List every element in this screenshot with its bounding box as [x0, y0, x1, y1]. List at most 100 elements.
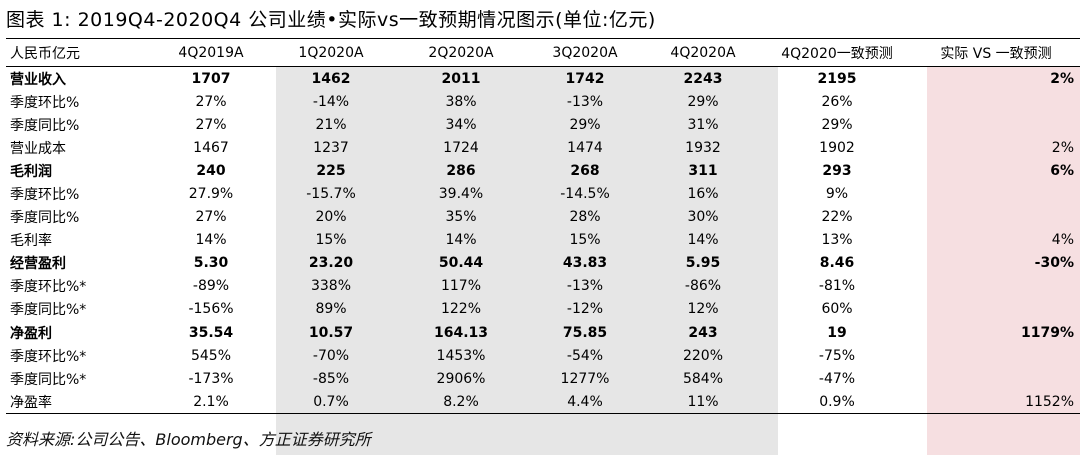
variance-cell — [912, 298, 1080, 321]
header-cell: 3Q2020A — [526, 40, 644, 67]
row-label: 毛利润 — [10, 163, 52, 180]
table-cell: 35% — [445, 209, 477, 226]
table-cell: 15% — [315, 232, 347, 249]
table-cell: 225 — [316, 162, 346, 179]
header-cell: 1Q2020A — [266, 40, 396, 67]
row-label: 季度同比%* — [10, 302, 87, 319]
table-cell: 39.4% — [438, 186, 484, 203]
table-cell: -13% — [566, 278, 604, 295]
variance-cell: 2% — [1051, 139, 1074, 156]
table-cell: 1902 — [819, 139, 855, 156]
table-row: 营业成本 1467 1237 1724 1474 1932 1902 2% — [6, 136, 1080, 159]
row-label: 经营盈利 — [10, 256, 66, 273]
row-label: 季度环比%* — [10, 348, 87, 365]
table-cell: 29% — [821, 116, 853, 133]
table-cell: 43.83 — [562, 255, 608, 272]
table-cell: -12% — [566, 301, 604, 318]
table-cell: 13% — [821, 232, 853, 249]
table-cell: 311 — [688, 162, 718, 179]
table-row: 净盈率 2.1% 0.7% 8.2% 4.4% 11% 0.9% 1152% — [6, 390, 1080, 415]
title-rule — [6, 38, 1080, 39]
variance-cell: -30% — [1034, 255, 1074, 272]
table-cell: 29% — [687, 93, 719, 110]
table-cell: 9% — [825, 186, 849, 203]
source-note: 资料来源:公司公告、Bloomberg、方正证券研究所 — [6, 430, 371, 449]
row-label: 季度同比% — [10, 117, 80, 134]
table-cell: 27% — [195, 93, 227, 110]
table-cell: 117% — [440, 278, 482, 295]
table-cell: 23.20 — [308, 255, 354, 272]
table-row: 季度环比%* -89% 338% 117% -13% -86% -81% — [6, 275, 1080, 298]
table-cell: 1467 — [193, 139, 229, 156]
table-cell: 338% — [310, 278, 352, 295]
table-cell: 1474 — [567, 139, 603, 156]
row-label: 营业收入 — [10, 71, 66, 88]
table-row: 营业收入 1707 1462 2011 1742 2243 2195 2% — [6, 67, 1080, 91]
table-cell: 60% — [821, 301, 853, 318]
table-cell: 19 — [827, 324, 847, 341]
table-row: 季度同比% 27% 20% 35% 28% 30% 22% — [6, 206, 1080, 229]
row-label: 毛利率 — [10, 233, 52, 250]
table-cell: 5.30 — [193, 255, 229, 272]
table-cell: 50.44 — [438, 255, 484, 272]
table-cell: -14.5% — [560, 186, 610, 203]
table-cell: 220% — [682, 347, 724, 364]
table-cell: 2.1% — [156, 390, 266, 415]
table-row: 经营盈利 5.30 23.20 50.44 43.83 5.95 8.46 -30% — [6, 252, 1080, 275]
table-cell: 2243 — [683, 70, 723, 87]
table-cell: 545% — [190, 347, 232, 364]
header-cell: 2Q2020A — [396, 40, 526, 67]
table-row: 季度同比% 27% 21% 34% 29% 31% 29% — [6, 113, 1080, 136]
table-cell: 11% — [644, 390, 762, 415]
table-cell: 27% — [195, 209, 227, 226]
row-label: 净盈利 — [10, 325, 52, 342]
table-cell: 20% — [315, 209, 347, 226]
table-row: 毛利率 14% 15% 14% 15% 14% 13% 4% — [6, 229, 1080, 252]
figure-title: 图表 1: 2019Q4-2020Q4 公司业绩•实际vs一致预期情况图示(单位… — [6, 9, 656, 31]
table-cell: -15.7% — [306, 186, 356, 203]
table-cell: 1932 — [685, 139, 721, 156]
table-cell: 14% — [687, 232, 719, 249]
table-cell: -14% — [312, 93, 350, 110]
table-cell: 8.46 — [819, 255, 855, 272]
table-cell: 35.54 — [188, 324, 234, 341]
variance-cell: 6% — [1050, 162, 1074, 179]
table-body: 营业收入 1707 1462 2011 1742 2243 2195 2% 季度环比% 27% -1… — [6, 67, 1080, 415]
table-row: 季度环比% 27.9% -15.7% 39.4% -14.5% 16% 9% — [6, 182, 1080, 205]
table-cell: 0.7% — [266, 390, 396, 415]
header-cell: 4Q2020一致预测 — [762, 40, 912, 67]
variance-cell — [912, 113, 1080, 136]
table-cell: 27% — [195, 116, 227, 133]
table-row: 净盈利 35.54 10.57 164.13 75.85 243 19 1179% — [6, 321, 1080, 344]
earnings-table: 人民币亿元 4Q2019A 1Q2020A 2Q2020A 3Q2020A 4Q… — [6, 40, 1080, 415]
table-cell: -81% — [818, 278, 856, 295]
row-label: 季度环比% — [10, 94, 80, 111]
row-label: 营业成本 — [10, 140, 66, 157]
table-cell: 122% — [440, 301, 482, 318]
table-cell: 34% — [445, 116, 477, 133]
table-cell: 2195 — [817, 70, 857, 87]
table-cell: 1277% — [560, 370, 610, 387]
table-cell: -173% — [188, 370, 234, 387]
table-cell: 16% — [687, 186, 719, 203]
variance-cell: 1152% — [912, 390, 1080, 415]
table-cell: 1453% — [436, 347, 486, 364]
table-cell: -47% — [818, 370, 856, 387]
table-cell: 4.4% — [526, 390, 644, 415]
table-cell: 21% — [315, 116, 347, 133]
table-cell: 293 — [822, 162, 852, 179]
table-cell: 1462 — [311, 70, 351, 87]
table-cell: 75.85 — [562, 324, 608, 341]
table-cell: 22% — [821, 209, 853, 226]
table-cell: 31% — [687, 116, 719, 133]
variance-cell — [912, 206, 1080, 229]
table-cell: 584% — [682, 370, 724, 387]
table-cell: -156% — [188, 301, 234, 318]
table-cell: 243 — [688, 324, 718, 341]
table-container: 人民币亿元 4Q2019A 1Q2020A 2Q2020A 3Q2020A 4Q… — [6, 40, 1080, 455]
variance-cell — [912, 367, 1080, 390]
table-cell: 1742 — [565, 70, 605, 87]
table-cell: 30% — [687, 209, 719, 226]
table-cell: 164.13 — [433, 324, 489, 341]
table-cell: -13% — [566, 93, 604, 110]
